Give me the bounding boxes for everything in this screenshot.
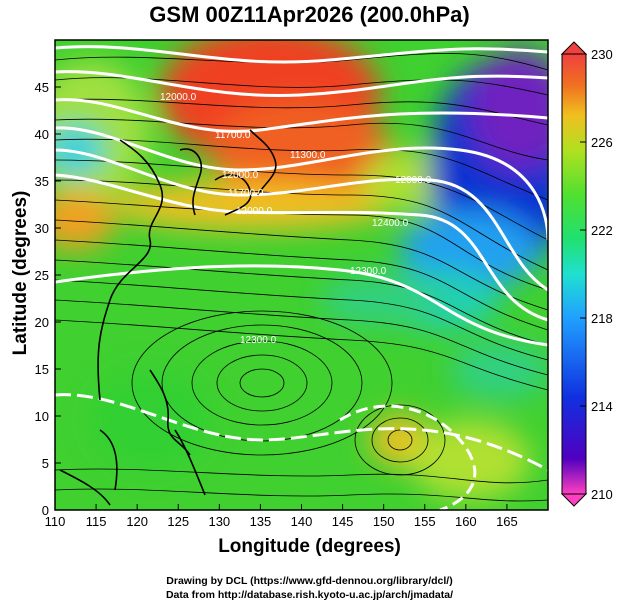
contour-label: 11700.0	[228, 188, 264, 199]
x-tick-label: 130	[208, 514, 230, 529]
contour-label: 12300.0	[350, 266, 387, 277]
colorbar-top-arrow	[560, 41, 588, 55]
contour-label: 12000.0	[160, 92, 197, 103]
x-tick-label: 160	[455, 514, 477, 529]
y-tick-label: 35	[35, 174, 49, 189]
colorbar-tick-label: 218	[591, 311, 613, 326]
colorbar-tick-label: 230	[591, 47, 613, 62]
contour-label: 12000.0	[236, 206, 273, 217]
contour-label: 12300.0	[240, 335, 277, 346]
y-tick-label: 0	[42, 503, 49, 518]
x-tick-label: 125	[167, 514, 189, 529]
x-tick-label: 155	[414, 514, 436, 529]
credit-data: Data from http://database.rish.kyoto-u.a…	[165, 589, 454, 601]
y-axis-ticks: 0 5 10 15 20 25 30 35 40 45	[35, 80, 61, 518]
colorbar-ticks: 230 226 222 218 214 210	[580, 47, 613, 502]
colorbar-bottom-arrow	[560, 493, 588, 507]
height-contours	[55, 45, 548, 510]
y-tick-label: 20	[35, 315, 49, 330]
x-axis-ticks: 110 115 120 125 130 135 140 145 150 155 160 165	[45, 504, 518, 529]
colorbar: 230 226 222 218 214 210	[560, 41, 613, 507]
contour-label: 11300.0	[290, 150, 326, 161]
credit-drawing: Drawing by DCL (https://www.gfd-dennou.o…	[166, 575, 453, 587]
y-tick-label: 40	[35, 127, 49, 142]
y-tick-label: 5	[42, 456, 49, 471]
y-tick-label: 45	[35, 80, 49, 95]
x-tick-label: 150	[373, 514, 395, 529]
colorbar-tick-label: 222	[591, 223, 613, 238]
contour-label: 12000.0	[222, 170, 259, 181]
contour-label: 12000.0	[395, 175, 432, 186]
x-tick-label: 140	[291, 514, 313, 529]
y-tick-label: 10	[35, 409, 49, 424]
colorbar-tick-label: 214	[591, 399, 613, 414]
x-tick-label: 135	[250, 514, 272, 529]
plot-title: GSM 00Z11Apr2026 (200.0hPa)	[149, 2, 470, 27]
colorbar-tick-label: 210	[591, 487, 613, 502]
x-tick-label: 120	[126, 514, 148, 529]
contour-labels: 12000.0 11700.0 11300.0 12000.0 11700.0 …	[160, 92, 432, 346]
coastlines	[59, 129, 277, 506]
x-axis-label: Longitude (degrees)	[218, 536, 401, 557]
x-tick-label: 110	[45, 514, 66, 529]
y-axis-label: Latitude (degrees)	[10, 190, 31, 356]
contour-label: 11700.0	[215, 130, 251, 141]
colorbar-scale	[561, 53, 587, 495]
streamlines	[55, 53, 548, 502]
y-tick-label: 30	[35, 221, 49, 236]
y-tick-label: 15	[35, 362, 49, 377]
y-tick-label: 25	[35, 268, 49, 283]
colorbar-tick-label: 226	[591, 135, 613, 150]
x-tick-label: 145	[332, 514, 354, 529]
contour-label: 12400.0	[372, 218, 409, 229]
x-tick-label: 165	[496, 514, 518, 529]
x-tick-label: 115	[86, 514, 107, 529]
